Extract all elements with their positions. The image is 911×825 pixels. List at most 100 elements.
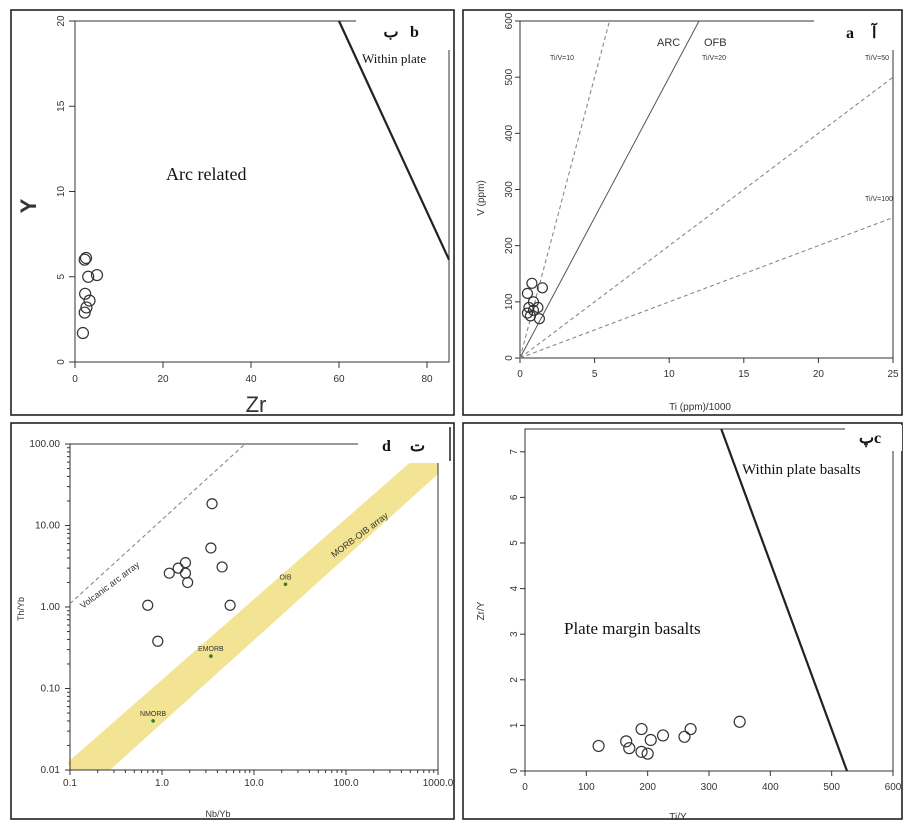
x-tick-label: 0 <box>72 374 78 385</box>
x-tick-label: 600 <box>885 782 902 793</box>
x-tick-label: 80 <box>421 374 433 385</box>
x-tick-label: 100.0 <box>333 778 358 789</box>
data-point <box>620 735 633 748</box>
panel-d: Volcanic arc array MORB-OIB array 0.1 1.0 10… <box>8 421 457 821</box>
data-point <box>733 715 746 728</box>
data-point <box>532 301 544 314</box>
data-point <box>635 722 648 736</box>
y-tick-label: 4 <box>509 585 520 591</box>
y-tick-label: 100 <box>504 293 515 310</box>
y-tick-label: 3 <box>509 631 520 637</box>
x-tick-label: 500 <box>823 782 840 793</box>
y-tick-label: 0 <box>56 359 67 365</box>
data-point <box>78 253 91 266</box>
panel-tag-box-b <box>356 14 451 50</box>
field-label-arc-related: Arc related <box>166 164 246 184</box>
panel-tag-box-c <box>845 425 902 451</box>
x-tick-label: 0 <box>522 782 528 793</box>
panel-tag-c: c <box>874 430 881 447</box>
ratio-line-label: Ti/V=100 <box>865 196 893 203</box>
data-point <box>533 313 545 325</box>
ratio-line-label: Ti/V=10 <box>550 55 574 62</box>
plot-box <box>74 20 450 363</box>
panel-tag-box-d <box>358 429 448 463</box>
data-point <box>641 747 654 760</box>
data-point <box>142 599 154 611</box>
data-point <box>82 270 95 283</box>
x-tick-label: 200 <box>639 782 656 793</box>
x-tick-label: 20 <box>813 369 825 380</box>
axis-title-x: Ti/Y <box>669 812 687 821</box>
field-label-plate-margin: Plate margin basalts <box>564 619 701 638</box>
y-tick-label: 0.01 <box>41 765 61 776</box>
x-tick-label: 1.0 <box>155 778 169 789</box>
data-point <box>83 294 96 307</box>
reference-label: NMORB <box>140 711 166 718</box>
data-point <box>172 562 184 574</box>
plot-box <box>519 20 894 359</box>
morb-oib-array-band <box>68 438 438 770</box>
y-tick-label: 5 <box>56 274 67 280</box>
reference-point <box>151 719 155 723</box>
x-tick-label: 60 <box>333 374 345 385</box>
panel-c: 0 100 200 300 400 500 600 0 1 2 3 4 5 6 7 Plate margin… <box>460 421 905 821</box>
x-tick-label: 10.0 <box>244 778 264 789</box>
data-point <box>90 268 104 282</box>
field-label-within-plate-basalts: Within plate basalts <box>742 462 861 478</box>
x-tick-label: 5 <box>592 369 598 380</box>
x-tick-label: 10 <box>664 369 676 380</box>
chart-a: 0 5 10 15 20 25 0 100 200 300 400 500 600 Ti/V=10 Ti/V… <box>462 9 903 416</box>
panel-tag-b: b <box>410 24 419 41</box>
y-tick-label: 100.00 <box>29 439 60 450</box>
reference-point <box>283 582 288 587</box>
panel-tag-c-persian: پ <box>859 430 874 448</box>
reference-label: OIB <box>279 574 291 581</box>
y-tick-label: 5 <box>509 540 520 546</box>
data-point <box>656 729 670 742</box>
ratio-line-label: Ti/V=50 <box>865 55 889 62</box>
boundary-line <box>720 428 849 772</box>
y-tick-label: 1 <box>509 722 520 728</box>
reference-label: EMORB <box>198 646 224 653</box>
x-tick-label: 25 <box>887 369 899 380</box>
data-point <box>205 542 217 554</box>
volcanic-arc-label: Volcanic arc array <box>78 559 142 610</box>
ratio-line <box>519 76 894 359</box>
panel-tag-a: a <box>846 25 854 42</box>
data-point <box>216 561 228 573</box>
y-tick-label: 400 <box>504 125 515 142</box>
ratio-line-label: Ti/V=20 <box>702 55 726 62</box>
x-tick-label: 400 <box>762 782 779 793</box>
x-tick-label: 1000.0 <box>423 778 454 789</box>
axis-title-y: Y <box>16 198 41 213</box>
y-tick-label: 20 <box>56 15 67 27</box>
data-point <box>521 287 534 300</box>
y-tick-label: 15 <box>56 100 67 112</box>
y-tick-label: 500 <box>504 68 515 85</box>
x-tick-label: 20 <box>157 374 169 385</box>
axis-title-x: Nb/Yb <box>205 809 230 819</box>
panel-b: 0 20 40 60 80 0 5 10 15 20 Arc related Within pla… <box>8 8 457 418</box>
y-tick-label: 0.10 <box>41 684 61 695</box>
data-point <box>526 277 538 289</box>
axis-title-y: V (ppm) <box>476 180 487 216</box>
panel-a: 0 5 10 15 20 25 0 100 200 300 400 500 600 Ti/V=10 Ti/V… <box>460 8 905 418</box>
y-tick-label: 200 <box>504 237 515 254</box>
data-point <box>206 498 218 510</box>
field-label-arc: ARC <box>657 37 680 49</box>
y-tick-label: 7 <box>509 449 520 455</box>
data-point <box>79 251 93 265</box>
x-tick-label: 15 <box>738 369 750 380</box>
data-point <box>76 326 90 340</box>
panel-tag-d: d <box>382 438 391 455</box>
data-point <box>179 567 192 579</box>
data-point <box>684 722 697 736</box>
data-point <box>521 307 534 319</box>
data-point <box>182 576 194 589</box>
chart-c: 0 100 200 300 400 500 600 0 1 2 3 4 5 6 7 Plate margin… <box>462 422 903 821</box>
chart-b: 0 20 40 60 80 0 5 10 15 20 Arc related Within pla… <box>10 9 455 417</box>
data-point <box>163 567 175 579</box>
panel-tag-box-a <box>814 14 900 50</box>
axis-title-x: Ti (ppm)/1000 <box>669 402 731 413</box>
data-point <box>78 306 91 319</box>
